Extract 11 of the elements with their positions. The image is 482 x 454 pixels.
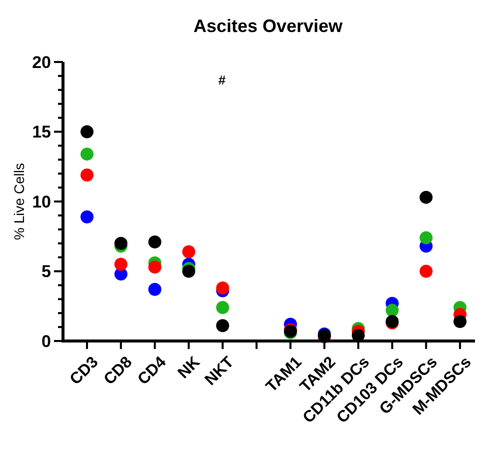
y-axis-title: % Live Cells xyxy=(11,162,27,240)
x-tick-label: CD3 xyxy=(67,354,102,388)
x-tick-label: NK xyxy=(175,353,204,382)
y-tick-label: 0 xyxy=(42,332,51,351)
y-tick-label: 15 xyxy=(32,122,51,142)
chart-title: Ascites Overview xyxy=(193,16,344,36)
y-tick-label: 20 xyxy=(32,52,51,72)
annotation: # xyxy=(218,72,226,88)
x-tick-label: CD8 xyxy=(101,354,136,388)
y-tick-label: 10 xyxy=(32,192,51,212)
y-tick-label: 5 xyxy=(42,262,51,282)
